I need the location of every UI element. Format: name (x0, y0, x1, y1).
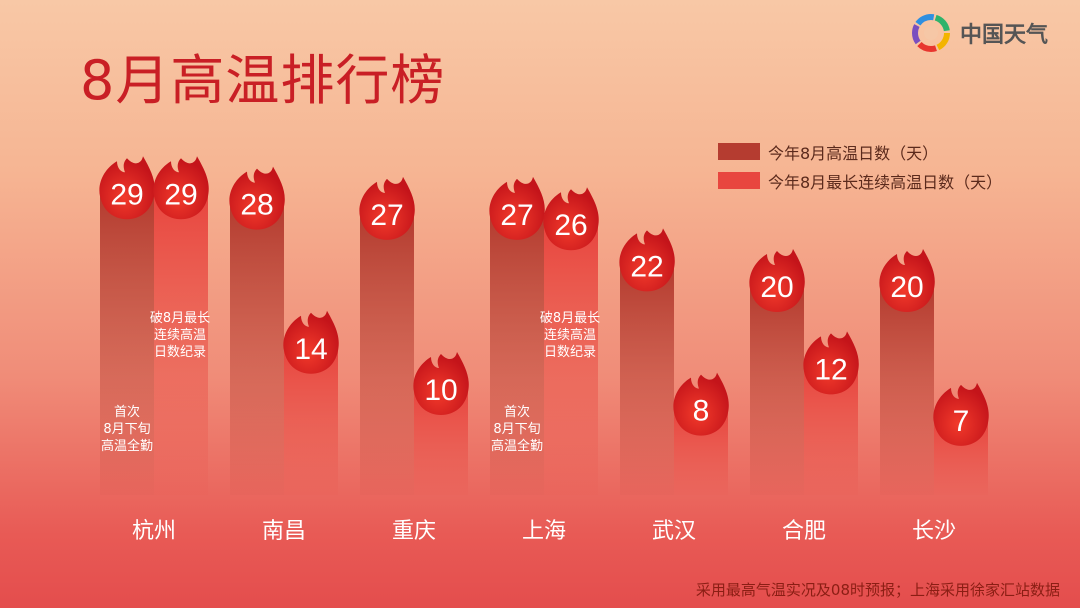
legend-item-consecutive-days: 今年8月最长连续高温日数（天） (718, 166, 1002, 195)
bar-group-0: 29 29 杭州 (99, 156, 209, 544)
bar-consecutive-days (154, 196, 208, 496)
data-label: 27 (500, 199, 533, 232)
legend-label-total-days: 今年8月高温日数（天） (768, 143, 939, 163)
category-label: 武汉 (652, 519, 696, 544)
bar-total-days (230, 206, 284, 495)
flame-icon (619, 228, 675, 292)
flame-icon (673, 372, 729, 436)
china-weather-logo-icon (912, 14, 950, 52)
brand-logo: 中国天气 (910, 12, 1048, 54)
legend-item-total-days: 今年8月高温日数（天） (718, 137, 1002, 166)
category-label: 长沙 (912, 519, 956, 544)
flame-icon (229, 166, 285, 230)
data-label: 8 (693, 395, 710, 428)
data-label: 20 (890, 271, 923, 304)
annotation: 首次 8月下旬高温全勤 (491, 404, 543, 454)
data-label: 10 (424, 374, 457, 407)
bar-consecutive-days (284, 350, 338, 495)
annotation: 破8月最长连续高温日数纪录 (150, 311, 210, 360)
legend-swatch-consecutive-days (718, 172, 760, 189)
legend-label-consecutive-days: 今年8月最长连续高温日数（天） (768, 172, 1003, 192)
annotation-line: 8月下旬 (493, 422, 540, 437)
flame-icon (749, 249, 805, 312)
data-label: 20 (760, 271, 793, 304)
data-label: 26 (554, 209, 587, 242)
data-label: 29 (164, 178, 197, 211)
bar-group-1: 28 14 南昌 (229, 166, 339, 544)
bar-total-days (100, 196, 154, 496)
flame-icon (283, 310, 339, 374)
annotation-line: 破8月最长 (540, 311, 600, 326)
legend: 今年8月高温日数（天） 今年8月最长连续高温日数（天） (718, 137, 1002, 195)
annotation-line: 高温全勤 (101, 438, 153, 454)
flame-icon (489, 176, 545, 240)
data-label: 14 (294, 333, 327, 366)
bar-consecutive-days (544, 227, 598, 495)
bar-total-days (750, 289, 804, 495)
legend-swatch-total-days (718, 143, 760, 160)
flame-icon (359, 176, 415, 240)
data-label: 12 (814, 353, 847, 386)
category-label: 合肥 (782, 519, 826, 544)
category-label: 上海 (522, 519, 566, 544)
flame-icon (933, 382, 989, 446)
annotation-line: 首次 (504, 404, 530, 420)
data-label: 29 (110, 178, 143, 211)
flame-icon (413, 352, 469, 415)
footnote: 采用最高气温实况及08时预报；上海采用徐家汇站数据 (695, 581, 1060, 599)
flame-icon (803, 331, 859, 395)
flame-icon (879, 249, 935, 312)
data-label: 22 (630, 250, 663, 283)
category-label: 重庆 (392, 519, 436, 544)
annotation-line: 首次 (114, 404, 140, 420)
bar-total-days (880, 289, 934, 495)
flame-icon (543, 187, 599, 251)
annotation-line: 日数纪录 (544, 345, 596, 360)
annotation-line: 8月下旬 (103, 422, 150, 437)
bar-total-days (620, 268, 674, 495)
annotation-line: 高温全勤 (491, 438, 543, 454)
flame-icon (99, 156, 155, 220)
annotation: 破8月最长连续高温日数纪录 (540, 311, 600, 360)
bar-group-6: 20 7 长沙 (879, 249, 989, 544)
bar-group-4: 22 8 武汉 (619, 228, 729, 544)
annotation-line: 连续高温 (154, 327, 206, 343)
bar-group-3: 27 26 上海 (489, 176, 599, 544)
bar-total-days (490, 216, 544, 495)
annotation-line: 破8月最长 (150, 311, 210, 326)
annotation-line: 日数纪录 (154, 345, 206, 360)
bar-group-5: 20 12 合肥 (749, 249, 859, 544)
flame-icon (153, 156, 209, 220)
data-label: 27 (370, 199, 403, 232)
bar-total-days (360, 216, 414, 495)
bar-group-2: 27 10 重庆 (359, 176, 469, 544)
data-label: 7 (953, 405, 970, 438)
annotation: 首次 8月下旬高温全勤 (101, 404, 153, 454)
category-label: 杭州 (132, 519, 176, 544)
annotation-line: 连续高温 (544, 327, 596, 343)
page-title: 8月高温排行榜 (80, 49, 446, 112)
brand-name: 中国天气 (960, 23, 1049, 48)
category-label: 南昌 (262, 519, 306, 544)
data-label: 28 (240, 189, 273, 222)
